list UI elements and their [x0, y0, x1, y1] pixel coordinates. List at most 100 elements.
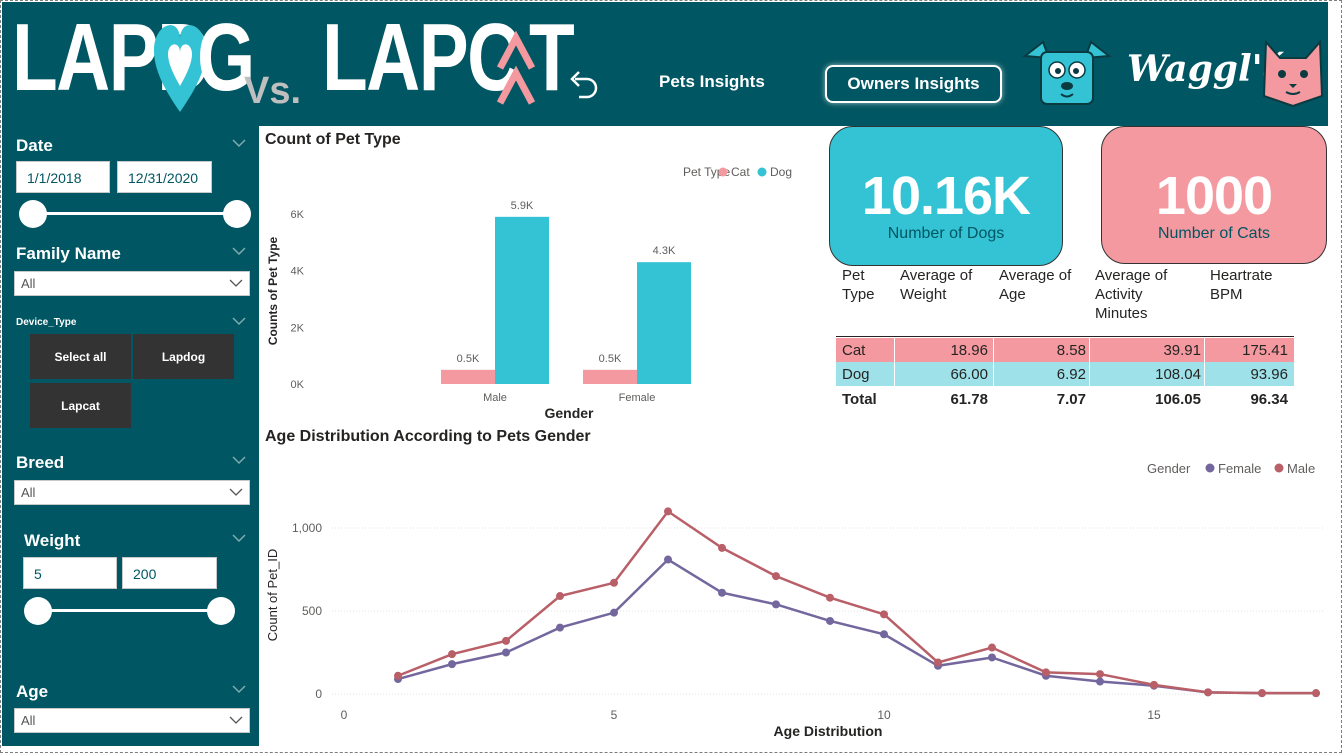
family-name-dropdown[interactable]: All — [14, 271, 250, 296]
weight-filter-label: Weight — [24, 531, 81, 550]
col-divider — [1204, 338, 1205, 362]
line-point-male[interactable] — [610, 578, 618, 587]
cell-avg-age: 6.92 — [1056, 366, 1086, 383]
line-point-male[interactable] — [1096, 670, 1104, 679]
col-header-avg-age[interactable]: Average of Age — [999, 267, 1072, 303]
line-series-male[interactable] — [397, 509, 1316, 695]
chevron-down-icon[interactable] — [232, 246, 246, 256]
col-header-avg-weight[interactable]: Average of Weight — [900, 267, 973, 303]
line-point-male[interactable] — [394, 671, 402, 680]
date-slider-start-handle[interactable] — [19, 200, 47, 228]
chevron-down-icon[interactable] — [232, 138, 246, 148]
table-row-cat[interactable]: Cat 18.96 8.58 39.91 175.41 — [836, 338, 1294, 362]
line-point-female[interactable] — [772, 600, 780, 609]
weight-slider-max-handle[interactable] — [207, 597, 235, 625]
col-divider — [993, 362, 994, 386]
col-header-heartrate[interactable]: Heartrate BPM — [1210, 267, 1273, 303]
cell-avg-activity: 108.04 — [1155, 366, 1201, 383]
line-point-male[interactable] — [826, 593, 834, 602]
age-dropdown[interactable]: All — [14, 708, 250, 733]
chevron-down-icon[interactable] — [232, 684, 246, 694]
cell-avg-activity: 106.05 — [1155, 391, 1201, 408]
kpi-cats-label: Number of Cats — [1157, 225, 1271, 242]
bar-y-tick: 4K — [291, 266, 305, 278]
line-point-female[interactable] — [826, 616, 834, 625]
line-chart-title: Age Distribution According to Pets Gende… — [265, 428, 591, 445]
line-y-tick: 1,000 — [292, 521, 322, 535]
breed-dropdown[interactable]: All — [14, 480, 250, 505]
bar-y-tick: 6K — [291, 209, 305, 221]
bar-y-axis-label: Counts of Pet Type — [266, 236, 280, 345]
line-point-male[interactable] — [772, 572, 780, 581]
line-point-male[interactable] — [664, 507, 672, 516]
line-y-tick: 500 — [302, 604, 322, 618]
cell-avg-weight: 66.00 — [950, 366, 988, 383]
line-x-tick: 5 — [611, 708, 618, 722]
bar-x-tick: Male — [483, 392, 507, 404]
line-point-female[interactable] — [502, 648, 510, 657]
line-point-male[interactable] — [556, 592, 564, 601]
col-divider — [894, 338, 895, 362]
line-point-male[interactable] — [1042, 668, 1050, 677]
age-filter-label: Age — [16, 682, 49, 701]
device-tile-lapdog[interactable]: Lapdog — [133, 334, 234, 379]
nav-owners-insights-button[interactable]: Owners Insights — [825, 65, 1002, 103]
line-y-tick: 0 — [315, 687, 322, 701]
date-slider-track — [32, 212, 238, 215]
line-point-female[interactable] — [988, 653, 996, 662]
chevron-down-icon[interactable] — [232, 533, 246, 543]
date-start-input[interactable]: 1/1/2018 — [16, 161, 110, 193]
line-point-male[interactable] — [448, 650, 456, 659]
col-divider — [993, 338, 994, 362]
legend-male-marker — [1274, 463, 1284, 473]
line-point-female[interactable] — [1096, 677, 1104, 686]
bar-x-axis-label: Gender — [544, 405, 594, 421]
bar-y-tick: 2K — [291, 322, 305, 334]
col-header-avg-activity[interactable]: Average of Activity Minutes — [1095, 267, 1168, 322]
legend-female-label: Female — [1218, 461, 1261, 476]
line-point-female[interactable] — [448, 660, 456, 669]
date-slider-end-handle[interactable] — [223, 200, 251, 228]
back-arrow-icon[interactable] — [565, 67, 601, 103]
line-point-male[interactable] — [934, 658, 942, 667]
weight-slider-min-handle[interactable] — [24, 597, 52, 625]
line-point-male[interactable] — [1150, 680, 1158, 689]
line-point-male[interactable] — [988, 643, 996, 652]
line-point-male[interactable] — [502, 636, 510, 645]
col-header-pet-type[interactable]: Pet Type — [842, 267, 875, 303]
device-tile-select-all[interactable]: Select all — [30, 334, 131, 379]
line-point-female[interactable] — [556, 623, 564, 632]
line-point-male[interactable] — [1312, 689, 1320, 698]
line-series-female[interactable] — [397, 557, 1316, 695]
line-point-female[interactable] — [718, 588, 726, 597]
weight-max-input[interactable]: 200 — [122, 557, 217, 589]
bar-cat-male[interactable] — [441, 369, 495, 384]
bar-cat-female[interactable] — [583, 369, 637, 384]
line-point-female[interactable] — [610, 608, 618, 617]
table-row-total: Total 61.78 7.07 106.05 96.34 — [836, 387, 1294, 411]
kpi-cats-value: 1000 — [1155, 166, 1273, 226]
logo-vs-text: Vs. — [244, 70, 302, 112]
weight-min-input[interactable]: 5 — [23, 557, 117, 589]
cell-avg-weight: 18.96 — [950, 342, 988, 359]
line-x-axis-label: Age Distribution — [774, 723, 883, 739]
line-point-female[interactable] — [664, 555, 672, 564]
chevron-down-icon[interactable] — [232, 455, 246, 465]
line-point-male[interactable] — [1258, 689, 1266, 698]
logo-lapcat-text-end: T — [529, 4, 575, 111]
table-row-dog[interactable]: Dog 66.00 6.92 108.04 93.96 — [836, 362, 1294, 386]
line-point-male[interactable] — [880, 610, 888, 619]
line-point-male[interactable] — [718, 543, 726, 552]
bar-dog-male[interactable] — [495, 216, 549, 384]
date-end-input[interactable]: 12/31/2020 — [117, 161, 212, 193]
device-type-filter-label: Device_Type — [16, 317, 77, 328]
line-point-female[interactable] — [880, 630, 888, 639]
device-tile-lapcat[interactable]: Lapcat — [30, 383, 131, 428]
chevron-down-icon[interactable] — [232, 316, 246, 326]
cell-avg-weight: 61.78 — [950, 391, 988, 408]
bar-dog-female[interactable] — [637, 262, 691, 384]
line-point-male[interactable] — [1204, 688, 1212, 697]
nav-pets-insights[interactable]: Pets Insights — [659, 72, 765, 91]
line-legend-title: Gender — [1147, 461, 1191, 476]
report-header: LAPD G Vs. LAPC T Pets Insights Owners I… — [2, 2, 1328, 126]
